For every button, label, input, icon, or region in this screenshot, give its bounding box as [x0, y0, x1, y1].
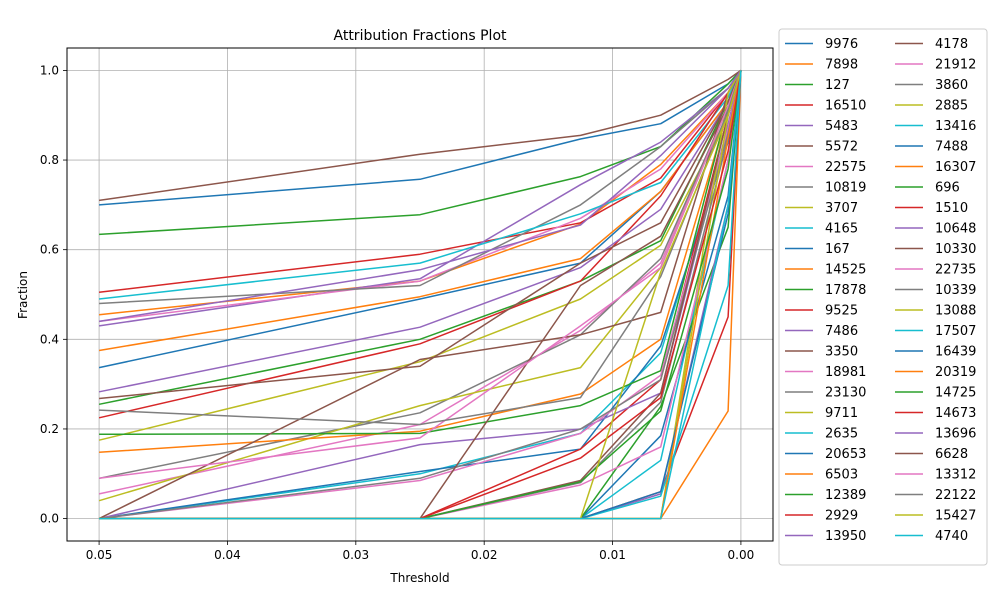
- legend-entry-label: 9525: [825, 304, 858, 319]
- x-tick-label: 0.04: [214, 548, 241, 562]
- legend: 9976 7898 127 16510 5483 5572 22575 10819 3707 41…: [778, 28, 988, 566]
- legend-entry-label: 16510: [825, 99, 866, 114]
- legend-entry-label: 13312: [935, 468, 976, 483]
- y-axis-label: Fraction: [16, 271, 30, 319]
- legend-entry-label: 16307: [935, 160, 976, 175]
- legend-entry-label: 22575: [825, 160, 866, 175]
- legend-entry-label: 167: [825, 242, 850, 257]
- legend-entry-label: 10819: [825, 181, 866, 196]
- series-line-16510: [99, 70, 742, 294]
- legend-entry-label: 21912: [935, 58, 976, 73]
- legend-entry-label: 7488: [935, 140, 968, 155]
- legend-entry-label: 13416: [935, 119, 976, 134]
- series-line-22122: [99, 70, 742, 426]
- chart-title: Attribution Fractions Plot: [334, 28, 508, 44]
- legend-entry-label: 22122: [935, 488, 976, 503]
- legend-entry-label: 2635: [825, 427, 858, 442]
- y-tick-label: 1.0: [40, 63, 59, 77]
- series-line-13312: [99, 70, 742, 480]
- series-line-13950: [98, 70, 742, 520]
- legend-entry-label: 7898: [825, 58, 858, 73]
- legend-entry-label: 9976: [825, 37, 858, 52]
- x-tick-label: 0.01: [599, 548, 626, 562]
- legend-entry-label: 3350: [825, 345, 858, 360]
- series-line-22575: [99, 70, 742, 323]
- y-tick-label: 0.4: [40, 332, 59, 346]
- legend-entry-label: 23130: [825, 386, 866, 401]
- x-tick-label: 0.03: [342, 548, 369, 562]
- legend-entry-label: 15427: [935, 509, 976, 524]
- legend-entry-label: 13696: [935, 427, 976, 442]
- x-axis-label: Threshold: [389, 571, 449, 585]
- legend-entry-label: 2885: [935, 99, 968, 114]
- series-line-14525: [98, 70, 742, 352]
- series-lines: [98, 69, 742, 520]
- legend-entry-label: 6628: [935, 447, 968, 462]
- x-tick-label: 0.02: [471, 548, 498, 562]
- y-tick-label: 0.0: [40, 512, 59, 526]
- legend-entry-label: 2929: [825, 509, 858, 524]
- legend-entry-label: 13950: [825, 529, 866, 544]
- legend-entry-label: 9711: [825, 406, 858, 421]
- legend-entry-label: 14525: [825, 263, 866, 278]
- legend-entry-label: 3860: [935, 78, 968, 93]
- legend-entry-label: 16439: [935, 345, 976, 360]
- series-line-3350: [99, 70, 742, 400]
- legend-entry-label: 10648: [935, 222, 976, 237]
- series-line-5572: [98, 69, 742, 202]
- legend-entry-label: 4740: [935, 529, 968, 544]
- legend-entry-label: 17507: [935, 324, 976, 339]
- legend-entry-label: 5483: [825, 119, 858, 134]
- series-line-4740: [99, 70, 742, 520]
- legend-entry-label: 4178: [935, 37, 968, 52]
- legend-frame: [778, 28, 988, 566]
- legend-entry-label: 6503: [825, 468, 858, 483]
- legend-entry-label: 12389: [825, 488, 866, 503]
- legend-entry-label: 17878: [825, 283, 866, 298]
- legend-entry-label: 696: [935, 181, 960, 196]
- legend-entry-label: 7486: [825, 324, 858, 339]
- series-line-13696: [98, 69, 742, 323]
- legend-entry-label: 3707: [825, 201, 858, 216]
- legend-entry-label: 1510: [935, 201, 968, 216]
- legend-entry-label: 10330: [935, 242, 976, 257]
- legend-entry-label: 5572: [825, 140, 858, 155]
- y-tick-label: 0.6: [40, 243, 59, 257]
- series-line-7488: [99, 70, 742, 520]
- legend-entry-label: 10339: [935, 283, 976, 298]
- legend-entry-label: 18981: [825, 365, 866, 380]
- y-tick-label: 0.8: [40, 153, 59, 167]
- x-tick-label: 0.05: [86, 548, 113, 562]
- legend-entry-label: 127: [825, 78, 850, 93]
- y-tick-label: 0.2: [40, 422, 59, 436]
- series-line-127: [99, 69, 742, 236]
- axis-ticks: 0.05 0.04 0.03 0.02 0.01 0.00 0.0 0.2 0.4 0.6 0.8 1…: [40, 63, 754, 562]
- series-line-12389: [99, 70, 742, 436]
- legend-entry-label: 14673: [935, 406, 976, 421]
- legend-entry-label: 14725: [935, 386, 976, 401]
- legend-entry-label: 13088: [935, 304, 976, 319]
- legend-entry-label: 4165: [825, 222, 858, 237]
- legend-entry-label: 20319: [935, 365, 976, 380]
- series-line-17878: [98, 70, 742, 406]
- legend-entry-label: 20653: [825, 447, 866, 462]
- legend-entry-label: 22735: [935, 263, 976, 278]
- x-tick-label: 0.00: [728, 548, 755, 562]
- series-line-9976: [99, 69, 742, 206]
- series-line-18981: [98, 70, 742, 495]
- plot-frame: [66, 47, 774, 542]
- series-line-4165: [99, 70, 742, 300]
